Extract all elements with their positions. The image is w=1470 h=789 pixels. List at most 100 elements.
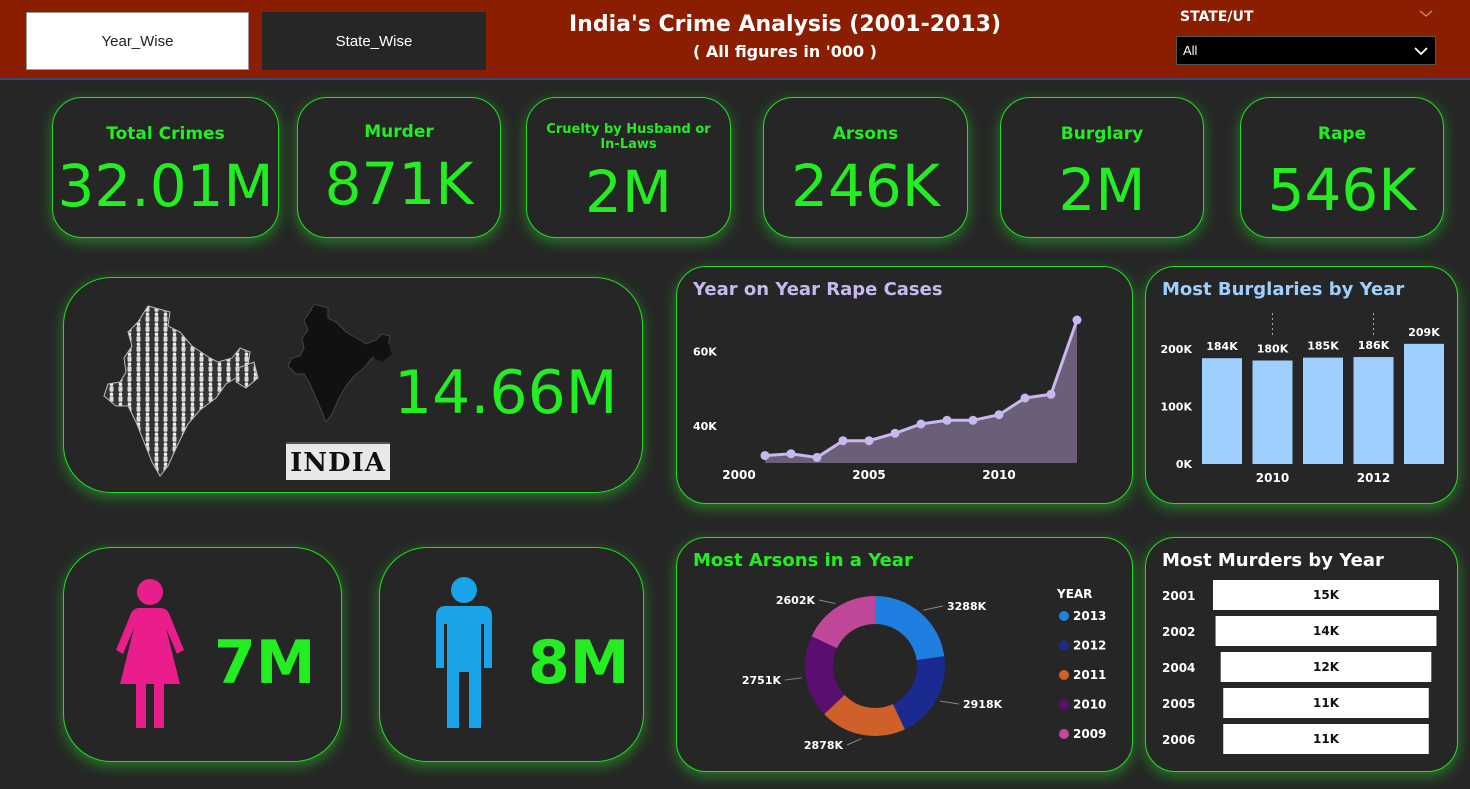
chevron-down-icon: [1414, 47, 1428, 56]
arson-slice-2011: [824, 694, 905, 736]
slice-leader-line: [940, 700, 960, 705]
header-bar: Year_Wise State_Wise India's Crime Analy…: [0, 0, 1470, 80]
tab-year-wise[interactable]: Year_Wise: [26, 12, 249, 70]
murder-bar-2002: [1215, 616, 1437, 646]
arson-slice-2009: [811, 596, 875, 649]
arson-slice-2010: [805, 636, 845, 715]
kpi-label: Murder: [364, 122, 434, 142]
x-tick-label: 2012: [1357, 471, 1390, 485]
legend-entry: 2012: [1073, 639, 1106, 653]
murder-bar-2006: [1223, 724, 1429, 754]
legend-marker: [1059, 729, 1069, 739]
slice-data-label: 2918K: [963, 698, 1003, 711]
kpi-value: 2M: [1058, 156, 1146, 224]
chart-title: Most Burglaries by Year: [1162, 279, 1405, 300]
rape-point-2007: [916, 419, 926, 429]
burglary-bar-2009: [1202, 358, 1242, 464]
y-category-label: 2004: [1162, 661, 1195, 675]
murder-bar-chart: 15K 2001 14K 2002 12K 2004 11K 2005 11K 2006: [1162, 580, 1439, 754]
kpi-label: Total Crimes: [106, 124, 225, 144]
kpi-value: 546K: [1267, 156, 1417, 224]
y-category-label: 2005: [1162, 697, 1195, 711]
chart-title: Most Murders by Year: [1162, 550, 1384, 571]
slice-leader-line: [923, 605, 944, 611]
male-card: 8M: [379, 547, 644, 762]
rape-point-2008: [942, 415, 952, 425]
legend-entry: 2013: [1073, 609, 1106, 623]
india-total-card: INDIA 14.66M: [63, 277, 643, 493]
y-category-label: 2001: [1162, 589, 1195, 603]
kpi-card-burglary: Burglary 2M: [1000, 97, 1204, 238]
arson-chart-card: Most Arsons in a Year 3288K 2918K 2878K 275…: [676, 537, 1133, 772]
kpi-value: 32.01M: [57, 152, 274, 220]
rape-point-2005: [864, 436, 874, 446]
tab-state-wise[interactable]: State_Wise: [262, 12, 486, 70]
kpi-card-rape: Rape 546K: [1240, 97, 1444, 238]
burglary-bar-chart: 184K 180K 185K 186K 209K 0K 100K 200K 2010 2012: [1161, 313, 1444, 485]
burglary-bar-2010: [1252, 360, 1293, 464]
legend-marker: [1059, 640, 1069, 651]
bar-data-label: 14K: [1313, 624, 1340, 638]
chart-title: Most Arsons in a Year: [693, 550, 913, 571]
rape-point-2012: [1046, 389, 1056, 399]
rape-point-2006: [890, 428, 900, 438]
slice-leader-line: [784, 677, 803, 681]
burglary-bar-2012: [1353, 357, 1394, 464]
rape-line-chart: 40K 60K 2000 2005 2010: [693, 315, 1082, 482]
y-category-label: 2006: [1162, 733, 1195, 747]
slice-leader-line: [846, 738, 862, 746]
kpi-card-arsons: Arsons 246K: [763, 97, 968, 238]
slice-leader-line: [818, 599, 836, 605]
arson-slice-2013: [875, 596, 945, 661]
page-title: India's Crime Analysis (2001-2013): [568, 12, 1002, 37]
state-slicer-dropdown[interactable]: All: [1176, 36, 1436, 65]
bar-data-label: 11K: [1313, 732, 1340, 746]
kpi-label: Burglary: [1060, 124, 1144, 144]
rape-point-2013: [1072, 315, 1082, 325]
arson-donut-chart: 3288K 2918K 2878K 2751K 2602K YEAR 2013 2012 201…: [742, 587, 1107, 752]
burglary-bar-2011: [1303, 357, 1343, 464]
legend-entry: 2009: [1073, 727, 1106, 741]
y-tick-label: 200K: [1161, 343, 1193, 356]
kpi-value: 2M: [585, 158, 672, 226]
y-tick-label: 40K: [693, 420, 717, 433]
legend-marker: [1059, 670, 1069, 680]
x-tick-label: 2005: [852, 468, 885, 482]
bar-data-label: 186K: [1358, 339, 1390, 352]
chevron-down-icon[interactable]: [1418, 6, 1434, 22]
male-value: 8M: [528, 628, 630, 698]
legend-entry: 2010: [1073, 698, 1106, 712]
bar-data-label: 180K: [1257, 343, 1289, 356]
x-tick-label: 2010: [982, 468, 1015, 482]
legend-entry: 2011: [1073, 668, 1106, 682]
kpi-card-murder: Murder 871K: [297, 97, 501, 238]
murder-bar-2004: [1220, 652, 1432, 682]
bar-data-label: 11K: [1313, 696, 1340, 710]
india-total-value: 14.66M: [394, 358, 618, 428]
male-icon: [436, 577, 492, 728]
india-caption: INDIA: [286, 442, 390, 480]
kpi-value: 871K: [324, 150, 474, 218]
rape-point-2011: [1020, 393, 1030, 403]
legend-marker: [1059, 699, 1069, 710]
slice-data-label: 2751K: [742, 674, 782, 687]
slice-data-label: 2602K: [776, 594, 816, 607]
kpi-card-total-crimes: Total Crimes 32.01M: [52, 97, 279, 238]
murder-bar-2005: [1223, 688, 1429, 718]
india-map-silhouette-icon: [287, 303, 392, 424]
rape-point-2002: [786, 449, 796, 459]
legend-title: YEAR: [1056, 587, 1092, 601]
female-value: 7M: [214, 628, 316, 698]
y-tick-label: 60K: [693, 346, 717, 359]
bar-data-label: 12K: [1313, 660, 1340, 674]
india-map-people-icon: [103, 305, 259, 477]
murder-bar-2001: [1213, 580, 1439, 610]
slice-data-label: 3288K: [947, 600, 987, 613]
chart-title: Year on Year Rape Cases: [693, 279, 943, 300]
bar-data-label: 15K: [1313, 588, 1340, 602]
murder-chart-card: Most Murders by Year 15K 2001 14K 2002 12K 20…: [1145, 537, 1458, 772]
kpi-label: Arsons: [832, 124, 899, 144]
state-slicer-value: All: [1183, 43, 1198, 58]
burglary-chart-card: Most Burglaries by Year 184K 180K 185K 186K…: [1145, 266, 1458, 504]
rape-point-2001: [760, 451, 770, 461]
